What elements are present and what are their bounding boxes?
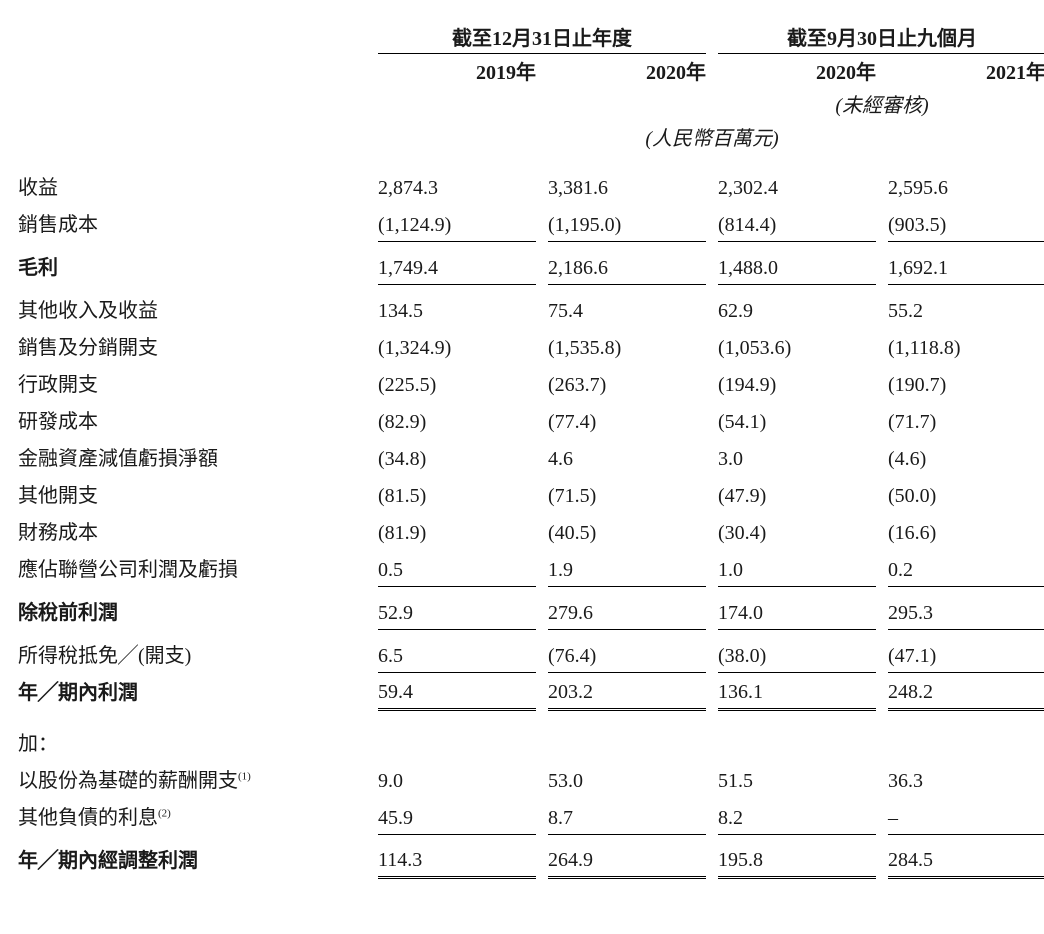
cell: 114.3 (378, 834, 536, 877)
cell: 62.9 (718, 284, 876, 327)
cell: 45.9 (378, 797, 536, 834)
header-2019: 2019年 (378, 54, 536, 88)
cell: (16.6) (888, 512, 1044, 549)
cell: (1,053.6) (718, 327, 876, 364)
cell: 55.2 (888, 284, 1044, 327)
cell: 53.0 (548, 760, 706, 797)
header-currency: (人民幣百萬元) (378, 120, 1044, 153)
cell: 2,595.6 (888, 153, 1044, 204)
cell: (47.1) (888, 629, 1044, 672)
cell: 264.9 (548, 834, 706, 877)
cell: 75.4 (548, 284, 706, 327)
label-admin: 行政開支 (18, 364, 378, 401)
label-associates: 應佔聯營公司利潤及虧損 (18, 549, 378, 586)
label-other-income: 其他收入及收益 (18, 284, 378, 327)
income-statement-table: 截至12月31日止年度 截至9月30日止九個月 2019年 2020年 2020… (18, 20, 1044, 879)
cell: (34.8) (378, 438, 536, 475)
cell: 3,381.6 (548, 153, 706, 204)
cell: 52.9 (378, 586, 536, 629)
cell: (54.1) (718, 401, 876, 438)
label-impairment: 金融資產減值虧損淨額 (18, 438, 378, 475)
cell: (190.7) (888, 364, 1044, 401)
cell: 1,488.0 (718, 241, 876, 284)
cell: (1,324.9) (378, 327, 536, 364)
header-2020a: 2020年 (548, 54, 706, 88)
label-revenue: 收益 (18, 153, 378, 204)
cell: (1,124.9) (378, 204, 536, 241)
cell: 284.5 (888, 834, 1044, 877)
cell: 4.6 (548, 438, 706, 475)
cell: (81.5) (378, 475, 536, 512)
cell: 195.8 (718, 834, 876, 877)
cell: (40.5) (548, 512, 706, 549)
label-tax: 所得稅抵免╱(開支) (18, 629, 378, 672)
cell: 2,874.3 (378, 153, 536, 204)
label-pbt: 除稅前利潤 (18, 586, 378, 629)
cell: 1,749.4 (378, 241, 536, 284)
label-net-profit: 年╱期內利潤 (18, 672, 378, 709)
cell: 3.0 (718, 438, 876, 475)
cell: (47.9) (718, 475, 876, 512)
cell: 51.5 (718, 760, 876, 797)
cell: (4.6) (888, 438, 1044, 475)
header-2021: 2021年 (888, 54, 1044, 88)
cell: 2,302.4 (718, 153, 876, 204)
cell: 1,692.1 (888, 241, 1044, 284)
cell: 134.5 (378, 284, 536, 327)
header-unaudited: (未經審核) (718, 87, 1044, 120)
cell: 36.3 (888, 760, 1044, 797)
cell: 8.7 (548, 797, 706, 834)
cell: (1,535.8) (548, 327, 706, 364)
cell: (194.9) (718, 364, 876, 401)
cell: (82.9) (378, 401, 536, 438)
cell: (225.5) (378, 364, 536, 401)
label-finance-cost: 財務成本 (18, 512, 378, 549)
label-rd: 研發成本 (18, 401, 378, 438)
cell: (903.5) (888, 204, 1044, 241)
label-gross-profit: 毛利 (18, 241, 378, 284)
label-selling-dist: 銷售及分銷開支 (18, 327, 378, 364)
cell: 295.3 (888, 586, 1044, 629)
header-period-2: 截至9月30日止九個月 (718, 20, 1044, 54)
label-add: 加： (18, 709, 378, 760)
label-adj-net-profit: 年╱期內經調整利潤 (18, 834, 378, 877)
cell: 59.4 (378, 672, 536, 709)
cell: (30.4) (718, 512, 876, 549)
header-2020b: 2020年 (718, 54, 876, 88)
label-cogs: 銷售成本 (18, 204, 378, 241)
cell: 174.0 (718, 586, 876, 629)
cell: (71.7) (888, 401, 1044, 438)
cell: 2,186.6 (548, 241, 706, 284)
cell: (71.5) (548, 475, 706, 512)
cell: (81.9) (378, 512, 536, 549)
header-period-1: 截至12月31日止年度 (378, 20, 706, 54)
cell: – (888, 797, 1044, 834)
cell: 248.2 (888, 672, 1044, 709)
cell: (814.4) (718, 204, 876, 241)
cell: (77.4) (548, 401, 706, 438)
cell: 279.6 (548, 586, 706, 629)
cell: 6.5 (378, 629, 536, 672)
cell: (1,195.0) (548, 204, 706, 241)
cell: (38.0) (718, 629, 876, 672)
cell: 136.1 (718, 672, 876, 709)
cell: (50.0) (888, 475, 1044, 512)
label-sbc: 以股份為基礎的薪酬開支(1) (18, 760, 378, 797)
cell: 1.9 (548, 549, 706, 586)
cell: 203.2 (548, 672, 706, 709)
cell: (76.4) (548, 629, 706, 672)
cell: (1,118.8) (888, 327, 1044, 364)
cell: 9.0 (378, 760, 536, 797)
cell: 8.2 (718, 797, 876, 834)
label-other-liab-interest: 其他負債的利息(2) (18, 797, 378, 834)
cell: 1.0 (718, 549, 876, 586)
cell: (263.7) (548, 364, 706, 401)
cell: 0.5 (378, 549, 536, 586)
cell: 0.2 (888, 549, 1044, 586)
label-other-expense: 其他開支 (18, 475, 378, 512)
